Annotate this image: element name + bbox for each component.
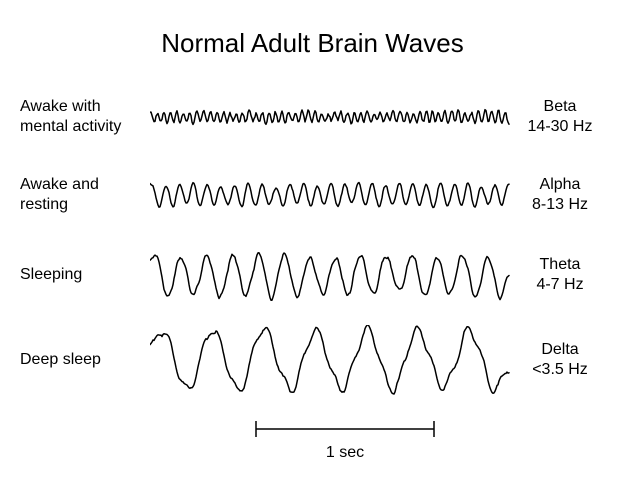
state-label-theta: Sleeping	[20, 265, 140, 285]
state-label-alpha: Awake and resting	[20, 175, 140, 215]
diagram-title: Normal Adult Brain Waves	[0, 28, 625, 59]
wave-row-delta: Deep sleep Delta<3.5 Hz	[0, 325, 625, 395]
band-freq: 8-13 Hz	[515, 195, 605, 215]
wave-delta	[150, 325, 510, 395]
state-label-delta: Deep sleep	[20, 350, 140, 370]
band-name: Beta	[515, 97, 605, 117]
brain-waves-diagram: Normal Adult Brain Waves Awake with ment…	[0, 0, 625, 500]
time-scale: 1 sec	[255, 420, 435, 462]
band-freq: 14-30 Hz	[515, 117, 605, 137]
band-freq: <3.5 Hz	[515, 360, 605, 380]
wave-theta	[150, 240, 510, 310]
band-label-theta: Theta4-7 Hz	[515, 255, 605, 295]
state-label-beta: Awake with mental activity	[20, 97, 140, 137]
band-label-alpha: Alpha8-13 Hz	[515, 175, 605, 215]
wave-alpha	[150, 160, 510, 230]
band-label-delta: Delta<3.5 Hz	[515, 340, 605, 380]
scale-label: 1 sec	[255, 444, 435, 462]
band-name: Delta	[515, 340, 605, 360]
band-label-beta: Beta14-30 Hz	[515, 97, 605, 137]
wave-row-theta: Sleeping Theta4-7 Hz	[0, 240, 625, 310]
wave-beta	[150, 82, 510, 152]
wave-row-beta: Awake with mental activity Beta14-30 Hz	[0, 82, 625, 152]
scale-bar-icon	[255, 420, 435, 438]
band-name: Alpha	[515, 175, 605, 195]
band-name: Theta	[515, 255, 605, 275]
wave-row-alpha: Awake and resting Alpha8-13 Hz	[0, 160, 625, 230]
band-freq: 4-7 Hz	[515, 275, 605, 295]
